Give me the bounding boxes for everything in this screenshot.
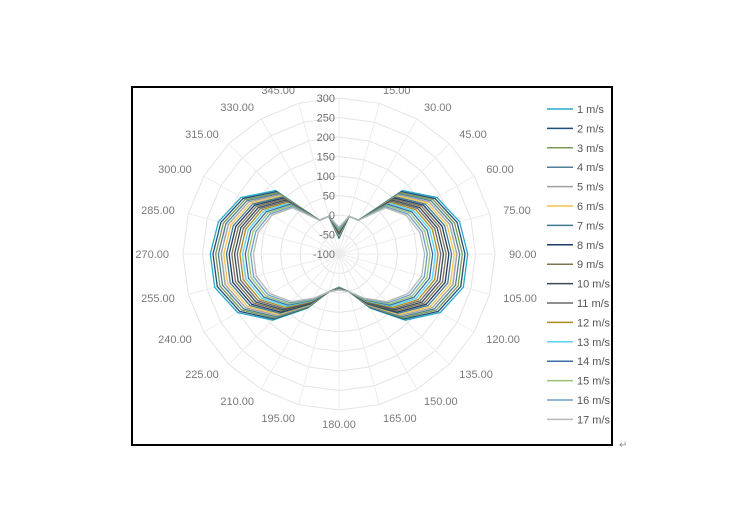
legend-label: 8 m/s — [577, 240, 604, 252]
angle-tick-label: 135.00 — [459, 369, 493, 381]
legend-label: 14 m/s — [577, 356, 611, 368]
legend-label: 17 m/s — [577, 414, 611, 426]
angle-tick-label: 120.00 — [486, 334, 520, 346]
radial-tick-label: 300 — [317, 93, 335, 105]
angle-tick-label: 45.00 — [459, 129, 487, 141]
angle-tick-label: 15.00 — [383, 88, 411, 97]
angle-tick-label: 300.00 — [158, 164, 192, 176]
grid-spoke — [298, 103, 340, 255]
grid-spoke — [338, 253, 418, 390]
grid-spoke — [188, 213, 340, 255]
angle-tick-label: 0.00 — [328, 88, 349, 91]
legend-label: 10 m/s — [577, 279, 611, 291]
angle-tick-label: 75.00 — [503, 205, 531, 217]
legend-label: 11 m/s — [577, 298, 610, 310]
legend-label: 3 m/s — [577, 143, 604, 155]
angle-tick-labels: 0.00 15.00 30.00 45.00 60.00 75.00 90.00 105.00… — [135, 88, 537, 431]
grid-spoke — [338, 213, 490, 255]
grid-spoke — [338, 118, 418, 255]
angle-tick-label: 165.00 — [383, 413, 417, 425]
angle-tick-label: 255.00 — [141, 293, 175, 305]
angle-tick-label: 345.00 — [261, 88, 295, 97]
legend-label: 13 m/s — [577, 337, 611, 349]
radial-tick-label: 100 — [317, 171, 335, 183]
chart-frame: -100 -50 0 50 100 150 200 250 300 0.00 15.00 30.00… — [131, 86, 613, 446]
angle-tick-label: 60.00 — [486, 164, 514, 176]
angle-tick-label: 30.00 — [424, 102, 452, 114]
angle-tick-label: 270.00 — [135, 249, 169, 261]
grid-spoke — [298, 253, 340, 405]
legend-label: 2 m/s — [577, 123, 604, 135]
series-line — [252, 207, 426, 303]
radial-tick-label: -100 — [313, 249, 335, 261]
angle-tick-label: 90.00 — [509, 249, 537, 261]
legend-label: 9 m/s — [577, 259, 604, 271]
angle-tick-label: 225.00 — [185, 369, 219, 381]
radial-tick-label: 0 — [329, 210, 335, 222]
radial-tick-label: 250 — [317, 113, 335, 125]
legend-label: 12 m/s — [577, 317, 611, 329]
angle-tick-label: 330.00 — [220, 102, 254, 114]
legend-label: 4 m/s — [577, 162, 604, 174]
angle-tick-label: 315.00 — [185, 129, 219, 141]
grid-spoke — [338, 253, 475, 333]
legend: 1 m/s 2 m/s 3 m/s 4 m/s 5 m/s 6 m/s 7 m/s 8 m/s… — [547, 104, 611, 426]
series-lines — [209, 189, 469, 321]
legend-label: 15 m/s — [577, 376, 611, 388]
radial-tick-label: 50 — [323, 191, 335, 203]
radial-tick-label: 150 — [317, 152, 335, 164]
grid-spoke — [338, 253, 490, 295]
grid-spoke — [338, 103, 380, 255]
angle-tick-label: 285.00 — [141, 205, 175, 217]
legend-label: 6 m/s — [577, 201, 604, 213]
angle-tick-label: 210.00 — [220, 396, 254, 408]
angle-tick-label: 240.00 — [158, 334, 192, 346]
legend-label: 16 m/s — [577, 395, 611, 407]
legend-label: 5 m/s — [577, 182, 604, 194]
radial-tick-label: 200 — [317, 132, 335, 144]
angle-tick-label: 150.00 — [424, 396, 458, 408]
radial-tick-labels: -100 -50 0 50 100 150 200 250 300 — [313, 93, 335, 261]
grid-spoke — [260, 118, 340, 255]
legend-label: 1 m/s — [577, 104, 604, 116]
radial-tick-label: -50 — [319, 230, 335, 242]
angle-tick-label: 195.00 — [261, 413, 295, 425]
grid-spoke — [260, 253, 340, 390]
grid-spoke — [338, 253, 380, 405]
angle-tick-label: 105.00 — [503, 293, 537, 305]
polar-chart: -100 -50 0 50 100 150 200 250 300 0.00 15.00 30.00… — [135, 88, 611, 431]
paragraph-mark: ↵ — [619, 440, 628, 451]
grid-spoke — [188, 253, 340, 295]
grid-spoke — [203, 253, 340, 333]
angle-tick-label: 180.00 — [322, 419, 356, 431]
legend-label: 7 m/s — [577, 220, 604, 232]
